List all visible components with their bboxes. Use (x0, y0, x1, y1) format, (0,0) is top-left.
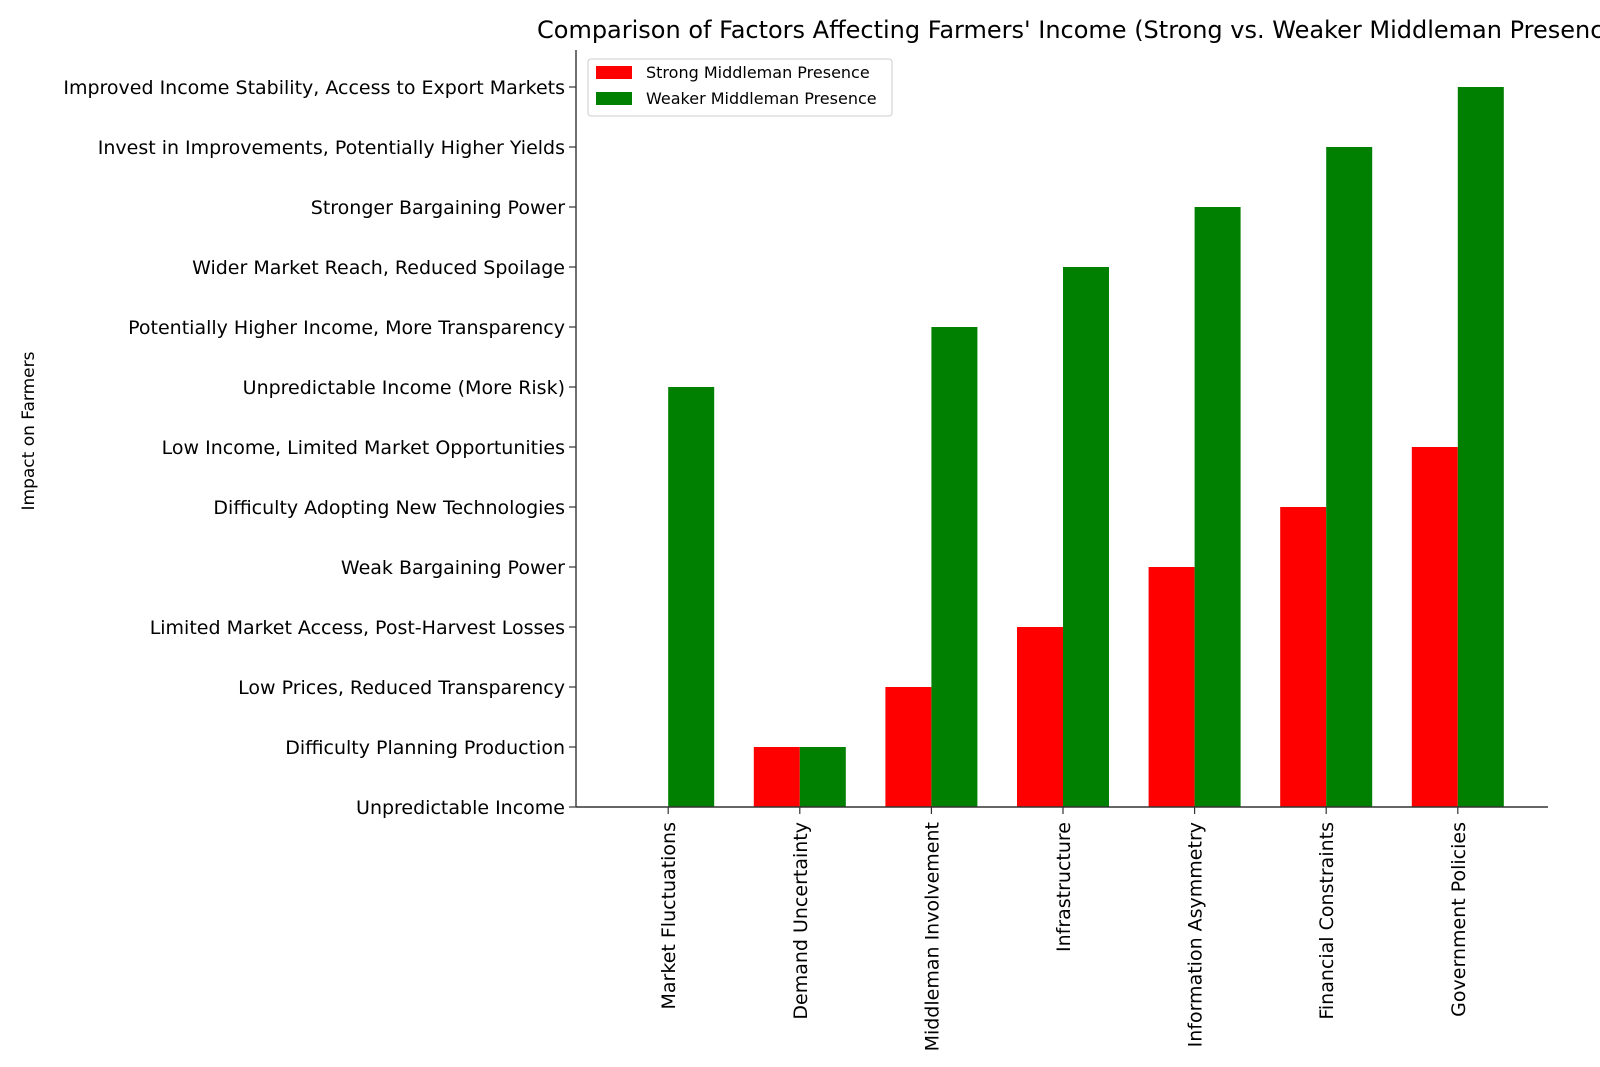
bar-weaker-0 (668, 387, 715, 807)
y-tick-label: Wider Market Reach, Reduced Spoilage (192, 257, 565, 279)
bar-weaker-6 (1457, 87, 1504, 807)
legend-label-weaker: Weaker Middleman Presence (646, 89, 877, 108)
bar-weaker-2 (931, 327, 978, 807)
x-tick-label: Infrastructure (1053, 822, 1075, 952)
y-tick-label: Stronger Bargaining Power (311, 197, 565, 219)
bar-weaker-5 (1326, 147, 1373, 807)
bar-weaker-3 (1063, 267, 1109, 807)
y-axis-title: Impact on Farmers (19, 351, 39, 510)
bar-strong-5 (1280, 507, 1327, 807)
bar-weaker-1 (799, 747, 846, 807)
x-tick-label: Middleman Involvement (921, 822, 943, 1051)
bar-strong-2 (885, 687, 932, 807)
bar-weaker-4 (1194, 207, 1241, 807)
y-tick-label: Limited Market Access, Post-Harvest Loss… (150, 617, 565, 639)
bar-strong-4 (1148, 567, 1195, 807)
x-tick-label: Government Policies (1448, 822, 1470, 1017)
x-tick-label: Information Asymmetry (1185, 822, 1207, 1047)
bar-strong-6 (1411, 447, 1458, 807)
legend: Strong Middleman Presence Weaker Middlem… (587, 58, 893, 117)
legend-swatch-strong (596, 66, 632, 79)
bars-group (668, 87, 1504, 807)
y-tick-label: Low Prices, Reduced Transparency (238, 677, 565, 699)
y-axis-ticks: Unpredictable Income Difficulty Planning … (63, 77, 576, 819)
y-tick-label: Low Income, Limited Market Opportunities (162, 437, 565, 459)
bar-strong-1 (753, 747, 800, 807)
y-tick-label: Unpredictable Income (More Risk) (243, 377, 565, 399)
y-tick-label: Potentially Higher Income, More Transpar… (128, 317, 565, 339)
y-tick-label: Unpredictable Income (356, 797, 565, 819)
legend-label-strong: Strong Middleman Presence (646, 63, 870, 82)
x-tick-label: Market Fluctuations (658, 822, 680, 1009)
y-tick-label: Invest in Improvements, Potentially High… (98, 137, 565, 159)
y-tick-label: Improved Income Stability, Access to Exp… (63, 77, 565, 99)
legend-frame (587, 58, 893, 117)
chart-title: Comparison of Factors Affecting Farmers'… (537, 16, 1600, 44)
y-tick-label: Difficulty Planning Production (285, 737, 565, 759)
legend-swatch-weaker (596, 92, 632, 105)
y-tick-label: Weak Bargaining Power (341, 557, 565, 579)
x-tick-label: Financial Constraints (1316, 822, 1338, 1020)
x-tick-label: Demand Uncertainty (790, 822, 812, 1020)
x-axis-ticks: Market Fluctuations Demand Uncertainty Mid… (658, 807, 1470, 1051)
y-tick-label: Difficulty Adopting New Technologies (213, 497, 565, 519)
bar-strong-3 (1017, 627, 1063, 807)
